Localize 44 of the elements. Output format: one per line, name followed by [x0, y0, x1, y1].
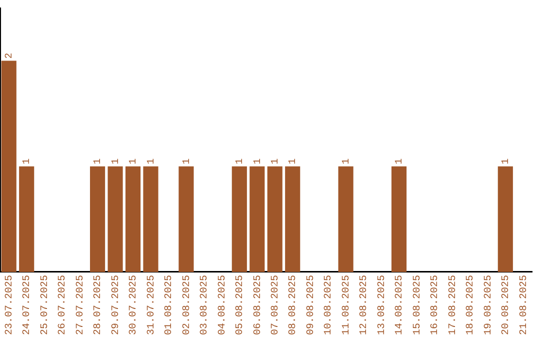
x-tick-label: 07.08.2025 — [270, 274, 282, 336]
x-tick-label: 20.08.2025 — [501, 274, 512, 336]
x-tick-label: 03.08.2025 — [200, 274, 211, 336]
x-tick-label: 13.08.2025 — [376, 274, 388, 336]
x-tick-label: 04.08.2025 — [217, 274, 228, 336]
x-tick-label: 02.08.2025 — [182, 274, 193, 336]
x-tick-label: 12.08.2025 — [359, 274, 370, 336]
x-tick-label: 06.08.2025 — [252, 274, 264, 336]
data-label: 1 — [341, 158, 352, 164]
x-tick-label: 14.08.2025 — [394, 274, 406, 336]
data-label: 1 — [394, 158, 406, 164]
data-label: 1 — [252, 158, 264, 164]
x-tick-label: 08.08.2025 — [288, 274, 300, 336]
x-tick-label: 31.07.2025 — [146, 274, 158, 336]
x-tick-label: 15.08.2025 — [412, 274, 424, 336]
x-tick-label: 11.08.2025 — [341, 274, 352, 336]
data-label: 1 — [270, 158, 282, 164]
x-tick-label: 28.07.2025 — [93, 274, 104, 336]
data-label: 2 — [4, 52, 16, 59]
data-label: 1 — [235, 158, 246, 164]
x-tick-label: 29.07.2025 — [110, 274, 122, 336]
x-tick-label: 24.07.2025 — [22, 274, 34, 336]
data-label: 1 — [110, 158, 122, 164]
data-label: 1 — [128, 158, 140, 164]
data-label: 1 — [146, 158, 158, 164]
x-tick-label: 09.08.2025 — [306, 274, 317, 336]
data-label: 1 — [288, 158, 300, 164]
x-tick-label: 26.07.2025 — [58, 274, 69, 336]
x-tick-label: 05.08.2025 — [235, 274, 246, 336]
x-tick-label: 19.08.2025 — [483, 274, 494, 336]
x-tick-label: 21.08.2025 — [518, 274, 530, 336]
data-label: 1 — [22, 158, 34, 164]
x-tick-label: 01.08.2025 — [164, 274, 176, 336]
x-tick-label: 17.08.2025 — [448, 274, 459, 336]
data-label: 1 — [182, 158, 193, 164]
x-tick-label: 25.07.2025 — [40, 274, 51, 336]
data-label: 1 — [93, 158, 104, 164]
x-tick-label: 23.07.2025 — [4, 274, 16, 336]
x-tick-label: 16.08.2025 — [430, 274, 442, 336]
x-tick-label: 10.08.2025 — [324, 274, 335, 336]
x-tick-label: 27.07.2025 — [75, 274, 86, 336]
x-tick-label: 18.08.2025 — [466, 274, 477, 336]
x-tick-label: 30.07.2025 — [128, 274, 140, 336]
data-label: 1 — [501, 158, 512, 164]
